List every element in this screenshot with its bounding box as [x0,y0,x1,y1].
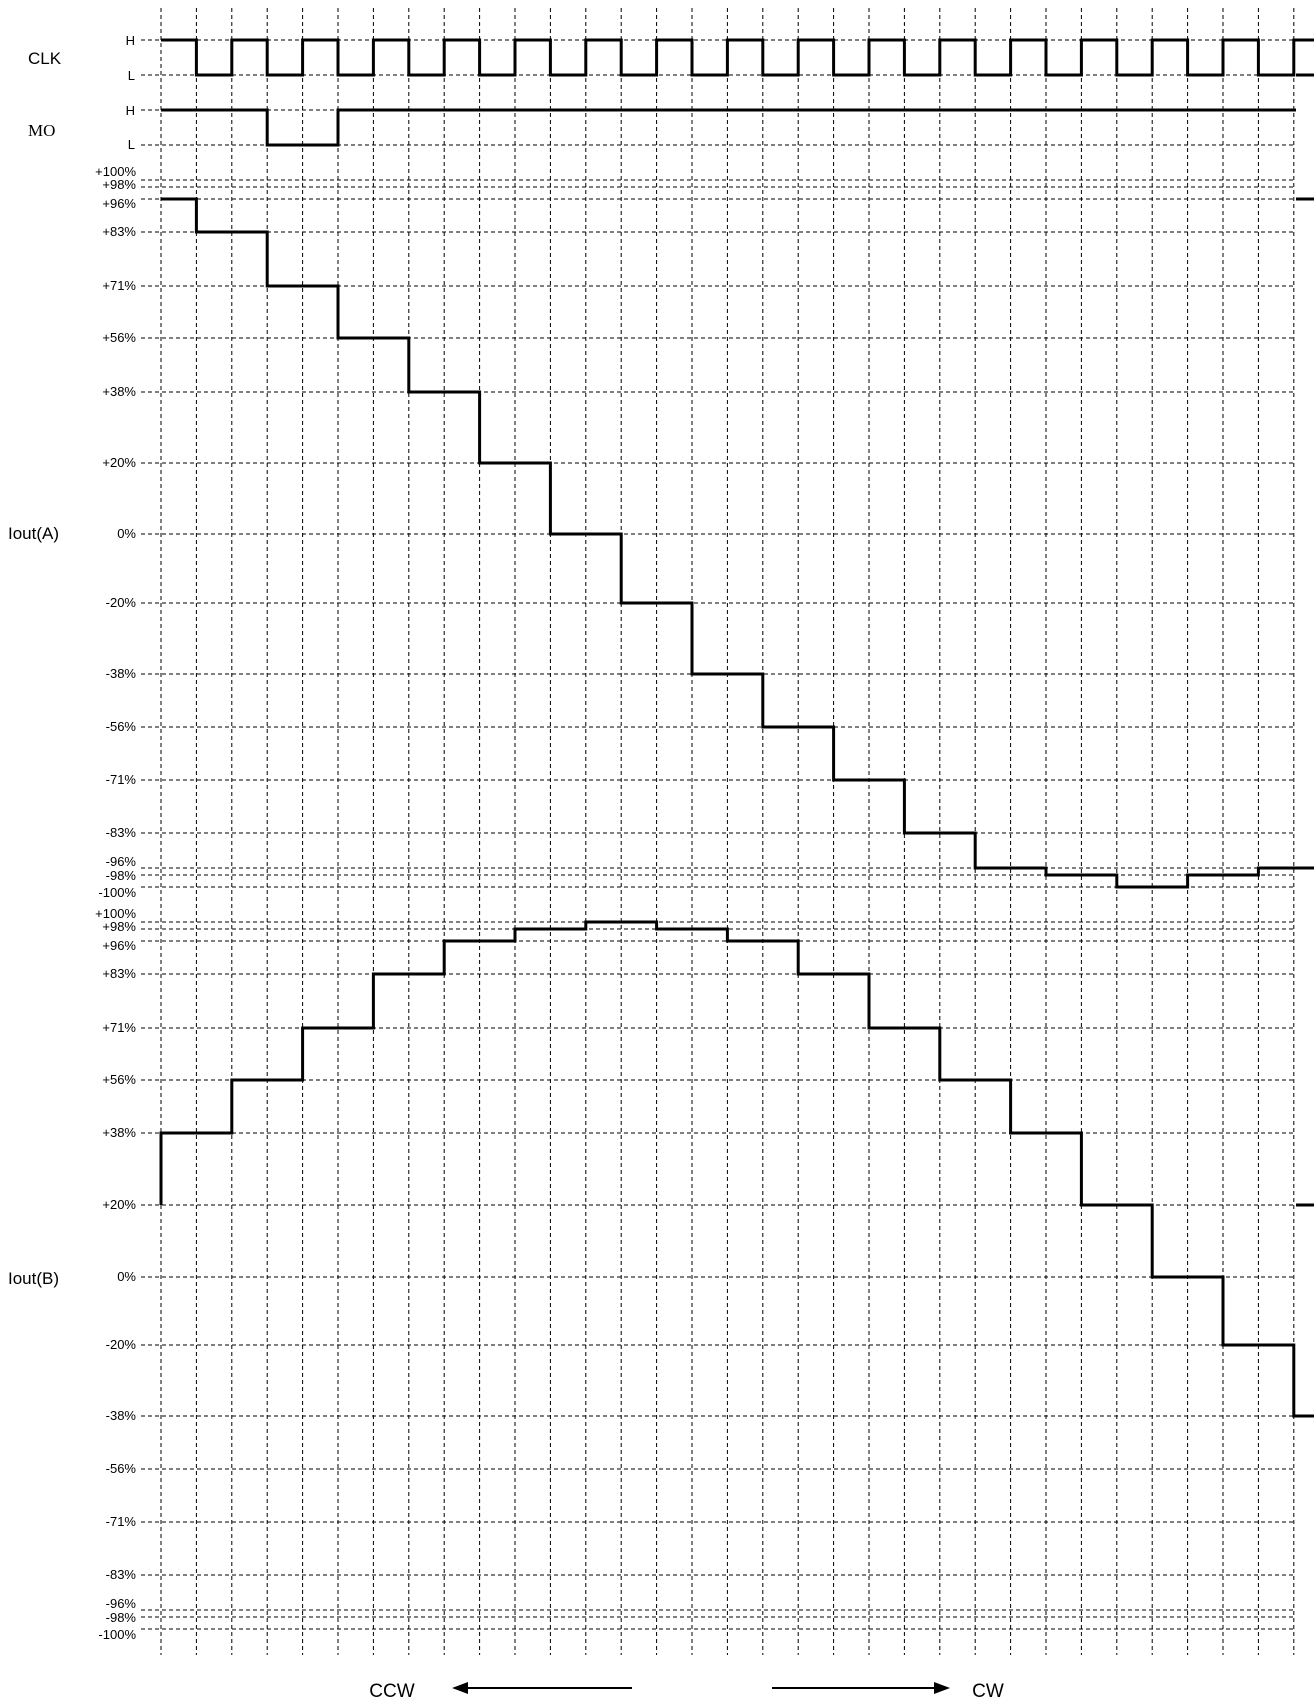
current-level-labels: +100%+100%+98%+98%+96%+96%+83%+83%+71%+7… [95,164,136,1642]
iout-b-level-label: -96% [106,1596,137,1611]
iout-b-level-label: +83% [102,966,136,981]
iout-a-signal-name: Iout(A) [8,524,59,543]
iout-a-level-label: -20% [106,595,137,610]
iout-a-level-label: +98% [102,177,136,192]
clk-low-label: L [128,68,135,83]
iout-a-level-label: +20% [102,455,136,470]
iout-b-signal-name: Iout(B) [8,1269,59,1288]
iout-b-waveform [159,920,1314,1418]
clk-high-label: H [126,33,135,48]
iout-a-level-label: -83% [106,825,137,840]
iout-a-level-label: +56% [102,330,136,345]
cw-label: CW [972,1681,1004,1701]
iout-a-level-label: -98% [106,868,137,883]
grid-lines [141,8,1296,1655]
iout-a-level-label: +38% [102,384,136,399]
ccw-arrow-icon [452,1682,468,1694]
iout-b-level-label: +96% [102,938,136,953]
iout-a-level-label: -71% [106,772,137,787]
mo-waveform [161,108,1296,147]
iout-b-level-label: -56% [106,1461,137,1476]
iout-b-level-label: -38% [106,1408,137,1423]
iout-a-waveform [161,197,1314,889]
iout-b-level-label: -100% [98,1627,136,1642]
iout-b-level-label: +71% [102,1020,136,1035]
iout-b-level-label: +56% [102,1072,136,1087]
iout-a-level-label: -100% [98,885,136,900]
iout-a-level-label: -38% [106,666,137,681]
ccw-label: CCW [369,1681,414,1701]
iout-b-level-label: +38% [102,1125,136,1140]
iout-b-level-label: +100% [95,906,136,921]
iout-b-level-label: -71% [106,1514,137,1529]
iout-a-level-label: +71% [102,278,136,293]
iout-b-level-label: -83% [106,1567,137,1582]
clk-waveform [161,38,1314,77]
clk-signal-name: CLK [28,49,62,68]
iout-b-level-label: +20% [102,1197,136,1212]
iout-a-level-label: +83% [102,224,136,239]
iout-b-level-label: +98% [102,919,136,934]
iout-b-level-label: 0% [117,1269,136,1284]
mo-signal-name: MO [28,121,55,140]
iout-a-level-label: +100% [95,164,136,179]
iout-b-level-label: -20% [106,1337,137,1352]
cw-arrow-icon [934,1682,950,1694]
mo-low-label: L [128,137,135,152]
iout-a-level-label: -56% [106,719,137,734]
iout-a-level-label: 0% [117,526,136,541]
mo-high-label: H [126,103,135,118]
iout-b-level-label: -98% [106,1610,137,1625]
iout-a-level-label: +96% [102,196,136,211]
waveforms [159,38,1314,1418]
iout-a-level-label: -96% [106,854,137,869]
